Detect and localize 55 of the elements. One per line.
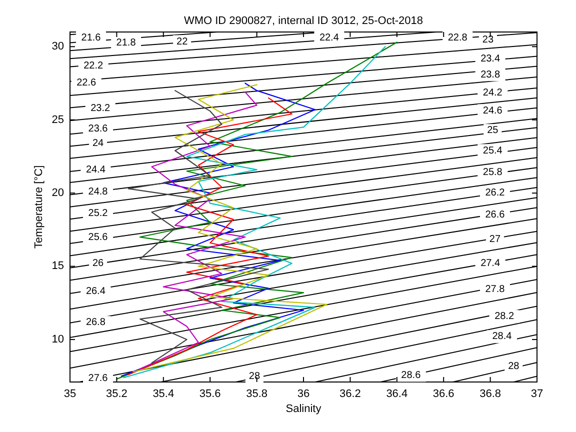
annotation: 22 — [176, 36, 188, 48]
annotation: 24 — [92, 138, 104, 149]
annotation: 23.8 — [480, 69, 500, 80]
annotation: 26 — [92, 258, 104, 270]
annotation: 23 — [482, 34, 494, 46]
x-tick-label: 36.4 — [386, 388, 408, 400]
chart-title: WMO ID 2900827, internal ID 3012, 25-Oct-2018 — [184, 15, 424, 27]
annotation: 27.4 — [480, 258, 500, 270]
annotation: 28.4 — [492, 331, 512, 342]
x-tick-label: 35.4 — [152, 388, 174, 400]
y-tick-label: 10 — [52, 333, 64, 346]
annotation: 25.4 — [482, 145, 503, 156]
x-tick-label: 36.2 — [339, 388, 361, 400]
y-tick-label: 15 — [52, 260, 64, 272]
x-tick-label: 35 — [64, 388, 76, 400]
annotation: 25.6 — [88, 232, 108, 244]
x-tick-label: 35.6 — [199, 388, 221, 400]
x-tick-label: 36.8 — [480, 388, 502, 400]
annotation: 21.8 — [116, 37, 136, 48]
y-tick-label: 30 — [52, 40, 64, 53]
x-tick-label: 36 — [297, 388, 310, 400]
annotation: 23.2 — [90, 103, 111, 114]
annotation: 26.2 — [485, 187, 506, 198]
annotation: 25 — [487, 125, 499, 136]
annotation: 28 — [248, 370, 260, 382]
x-tick-label: 37 — [530, 388, 544, 400]
y-tick-label: 20 — [52, 186, 64, 199]
x-tick-label: 35.8 — [246, 388, 268, 400]
annotation: 27.8 — [485, 284, 506, 296]
annotation: 28.2 — [494, 311, 514, 322]
annotation: 25.8 — [482, 167, 503, 178]
annotation: 22.8 — [448, 32, 468, 44]
x-tick-label: 36.6 — [432, 388, 454, 400]
annotation: 23.6 — [88, 123, 108, 134]
annotation: 27 — [489, 234, 501, 246]
annotation: 21.6 — [81, 32, 102, 44]
annotation: 22.6 — [76, 77, 97, 88]
annotation: 22.2 — [84, 60, 104, 72]
annotation: 26.8 — [86, 317, 106, 328]
annotation: 24.2 — [482, 87, 503, 98]
annotation: 24.4 — [86, 164, 106, 176]
annotation: 25.2 — [88, 208, 108, 220]
annotation: 27.6 — [88, 372, 108, 384]
annotation: 28.6 — [401, 370, 422, 381]
x-axis-title: Salinity — [286, 403, 322, 415]
annotation: 24.8 — [88, 186, 108, 198]
y-tick-label: 25 — [52, 114, 64, 126]
annotation: 24.6 — [482, 105, 503, 116]
annotation: 26.4 — [86, 286, 106, 298]
annotation: 22.4 — [319, 32, 340, 44]
annotation: 26.6 — [485, 209, 506, 220]
y-axis-title: Temperature [°C] — [33, 165, 45, 249]
annotation: 23.4 — [480, 53, 500, 64]
x-tick-label: 35.2 — [106, 388, 128, 400]
annotation: 28 — [508, 361, 520, 372]
